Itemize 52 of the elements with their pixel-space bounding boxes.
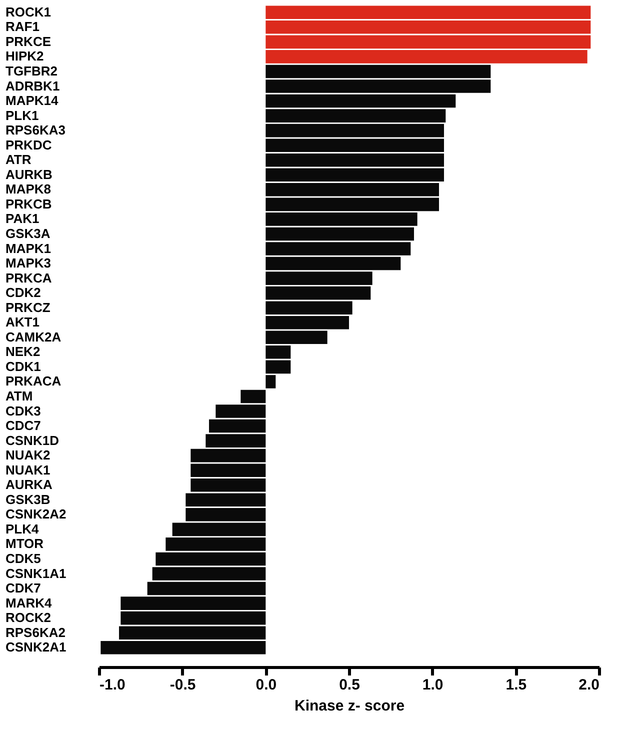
y-tick-label: GSK3B: [6, 492, 50, 507]
y-tick-label: HIPK2: [6, 48, 44, 64]
y-tick-label: ATM: [6, 388, 33, 404]
y-tick-label: CSNK2A1: [6, 640, 66, 655]
y-tick-label: NUAK1: [6, 462, 50, 478]
y-tick-label: ATR: [6, 152, 32, 168]
y-tick-label: CDK5: [6, 550, 41, 566]
y-tick-label: PRKCA: [6, 270, 52, 286]
y-tick-label: CDK7: [6, 580, 41, 596]
x-tick-label: 2.0: [578, 676, 600, 694]
y-tick-label: NUAK2: [6, 448, 50, 463]
y-tick-label: CDK2: [6, 285, 41, 300]
x-tick-label: 0.0: [256, 676, 277, 694]
y-tick-label: PAK1: [6, 211, 40, 226]
y-tick-label: PRKDC: [6, 137, 52, 152]
y-tick-label: PLK1: [6, 108, 39, 123]
y-tick-label: CSNK2A2: [6, 506, 66, 522]
y-tick-label: NEK2: [6, 344, 40, 360]
y-tick-label: PRKCZ: [6, 300, 50, 315]
y-tick-label: ROCK1: [6, 4, 52, 20]
y-tick-label: MTOR: [6, 536, 44, 552]
y-tick-label: AKT1: [6, 314, 40, 330]
y-tick-label: PRKCB: [6, 196, 52, 212]
y-tick-label: MAPK3: [6, 256, 52, 271]
y-tick-label: RPS6KA2: [6, 624, 66, 640]
x-axis-title: Kinase z- score: [294, 698, 405, 714]
y-tick-label: CDK3: [6, 403, 41, 418]
y-tick-label: ADRBK1: [6, 78, 60, 94]
x-tick-label: 0.5: [339, 676, 360, 694]
y-tick-label: CDC7: [6, 418, 41, 434]
y-tick-label: RPS6KA3: [6, 122, 66, 138]
y-tick-label: AURKB: [6, 166, 52, 182]
y-tick-label: GSK3A: [6, 226, 51, 241]
y-tick-label: MARK4: [6, 595, 52, 610]
y-tick-label: PRKCE: [6, 34, 52, 49]
y-tick-label: MAPK1: [6, 240, 52, 256]
x-tick-label: 1.0: [422, 676, 444, 694]
y-tick-label: MAPK8: [6, 182, 52, 197]
y-tick-label: CSNK1A1: [6, 566, 66, 581]
y-tick-label: PLK4: [6, 521, 40, 536]
x-tick-label: -0.5: [170, 676, 196, 694]
y-tick-label: MAPK14: [6, 93, 60, 108]
x-tick-label: -1.0: [100, 676, 126, 694]
y-tick-label: CDK1: [6, 358, 41, 374]
x-tick-label: 1.5: [506, 676, 527, 694]
y-tick-label: PRKACA: [6, 374, 62, 389]
y-tick-label: CSNK1D: [6, 432, 59, 448]
y-tick-label: ROCK2: [6, 610, 52, 626]
y-tick-label: RAF1: [6, 19, 40, 34]
y-tick-label: AURKA: [6, 477, 54, 492]
y-tick-label: CAMK2A: [6, 329, 62, 344]
y-tick-label: TGFBR2: [6, 63, 58, 78]
